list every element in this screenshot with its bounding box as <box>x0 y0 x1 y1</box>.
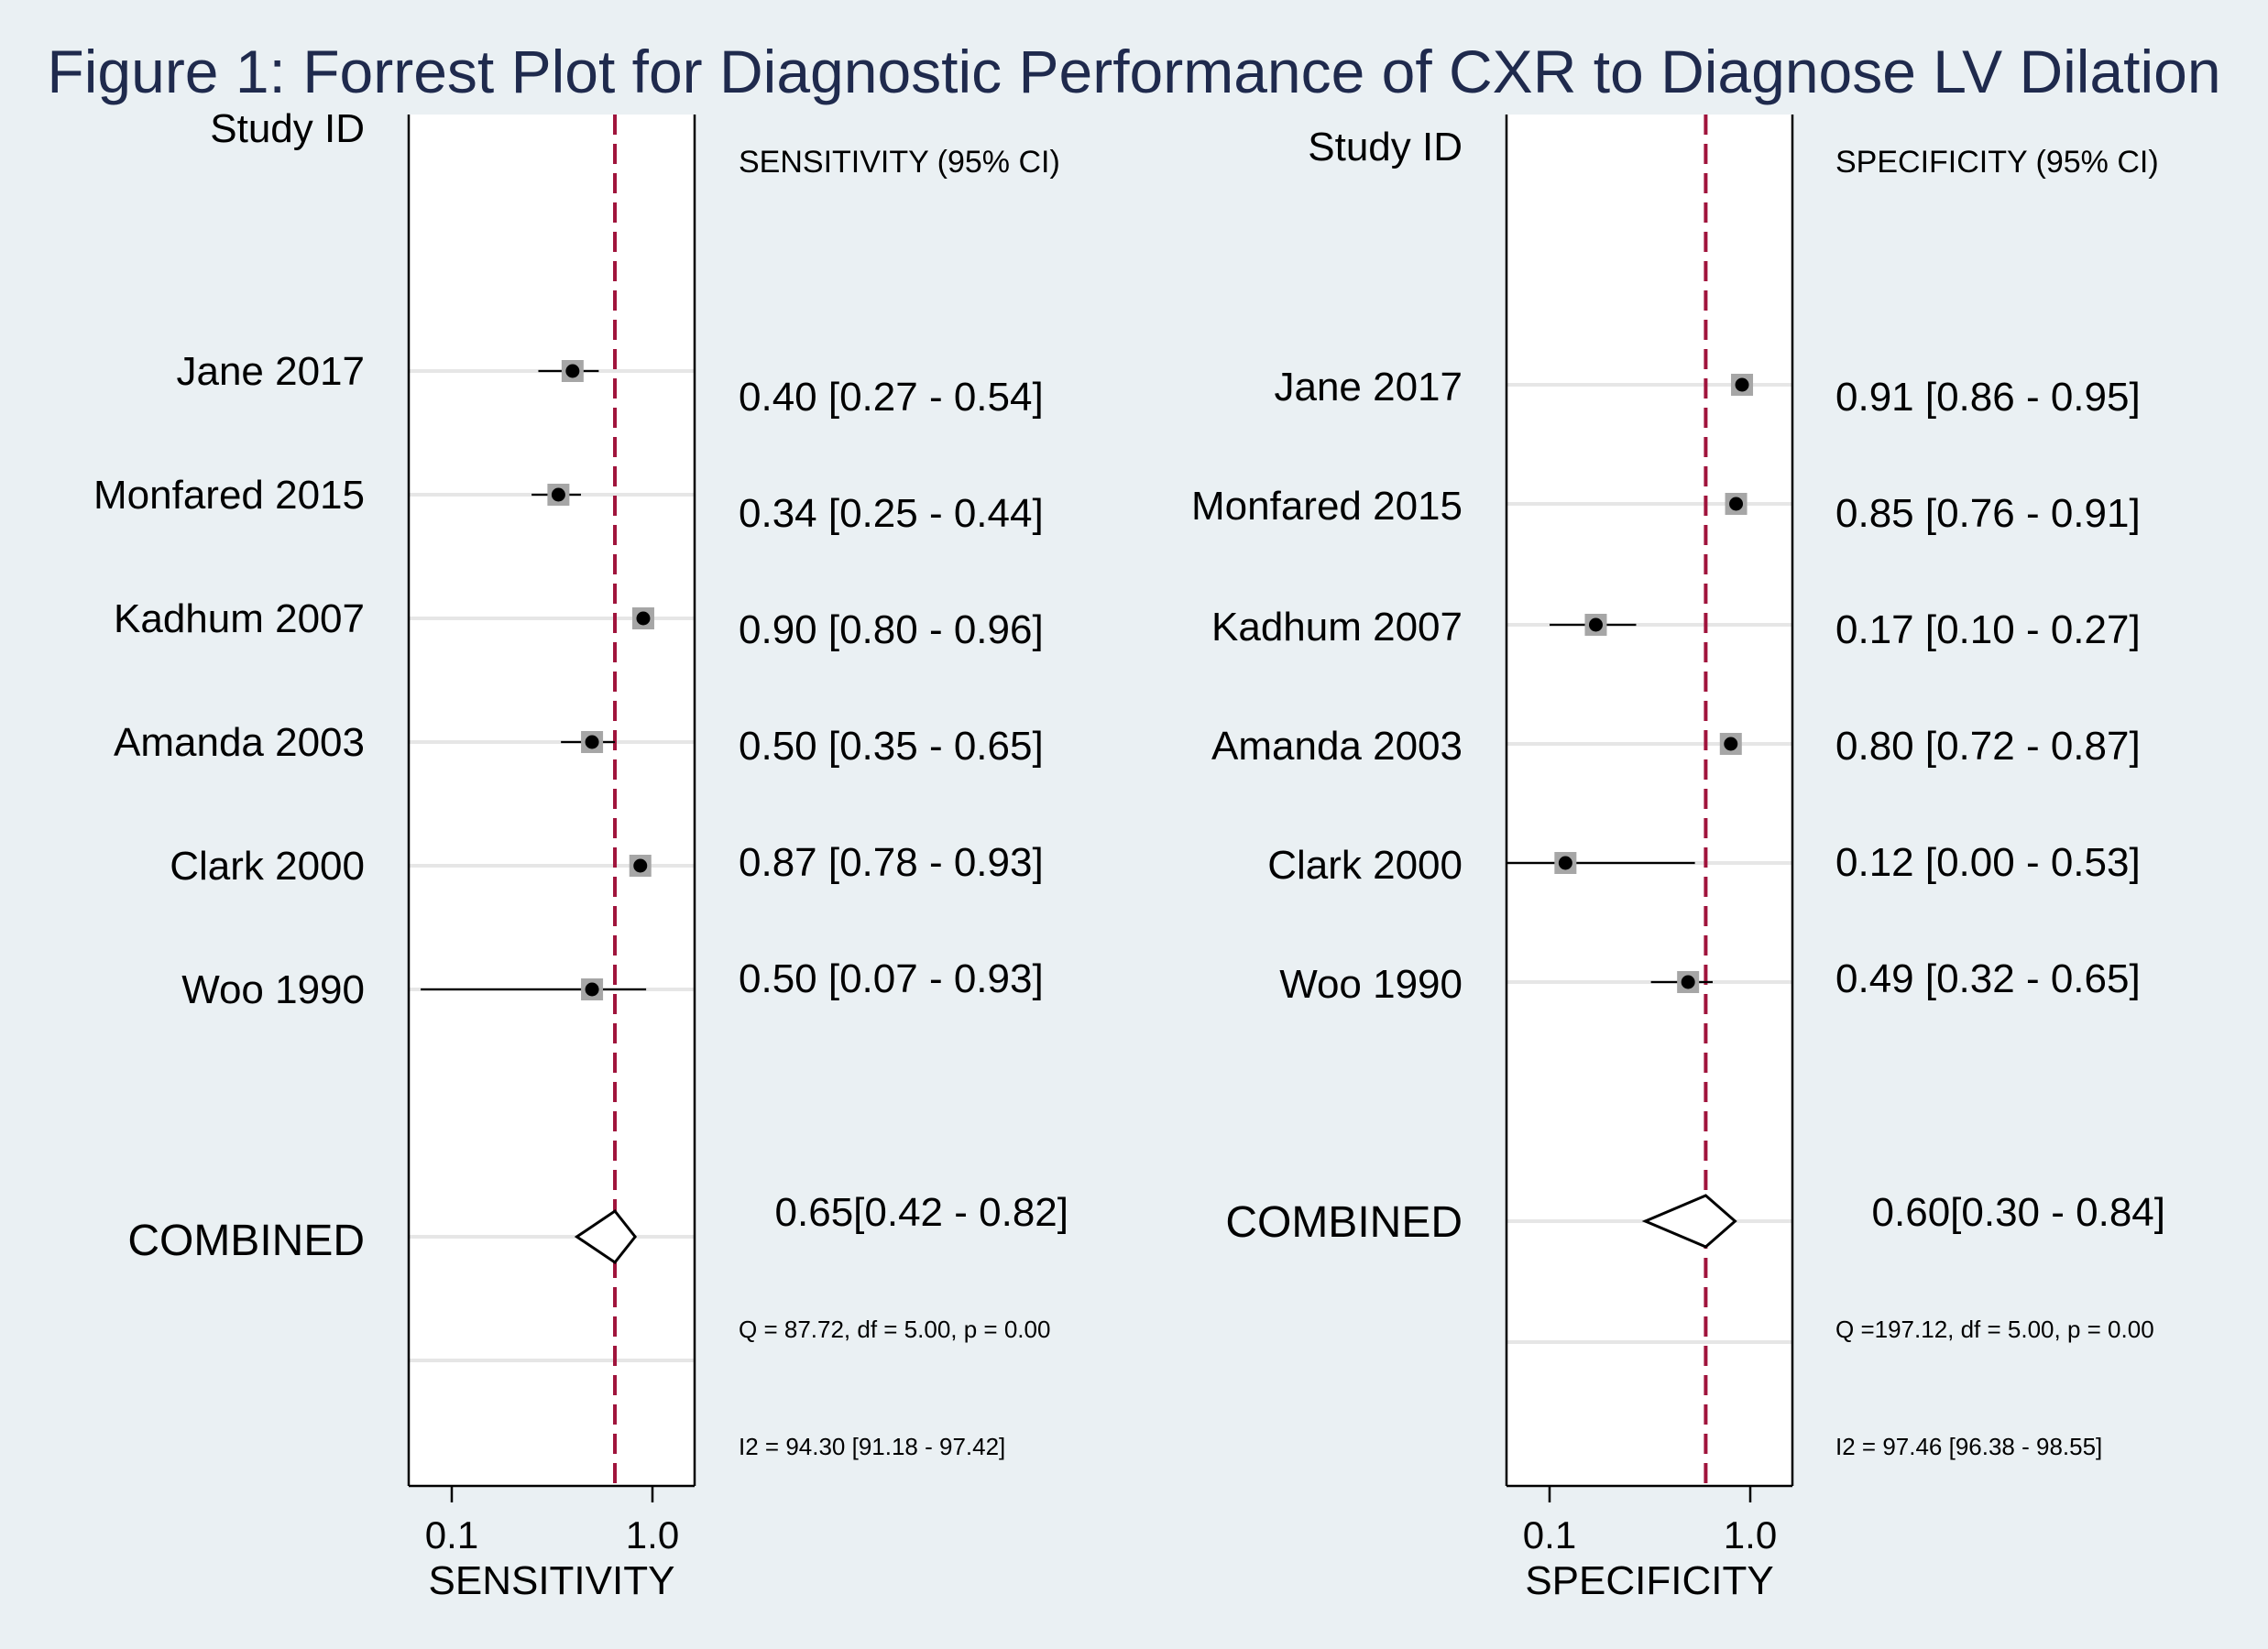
spec-study-estimate-label: 0.12 [0.00 - 0.53] <box>1835 840 2141 885</box>
sens-plot-area <box>409 115 695 1486</box>
spec-study-id: Woo 1990 <box>1279 962 1463 1007</box>
sens-study-estimate-label: 0.90 [0.80 - 0.96] <box>739 607 1044 652</box>
spec-study-estimate-label: 0.85 [0.76 - 0.91] <box>1835 491 2141 536</box>
chart-title: Figure 1: Forrest Plot for Diagnostic Pe… <box>47 38 2221 105</box>
sens-study-id: Woo 1990 <box>181 967 365 1012</box>
spec-point-estimate <box>1735 377 1749 392</box>
spec-heterogeneity-i2: I2 = 97.46 [96.38 - 98.55] <box>1835 1433 2102 1460</box>
spec-study-estimate-label: 0.91 [0.86 - 0.95] <box>1835 375 2141 420</box>
sens-study-id-header: Study ID <box>210 106 365 151</box>
sens-combined-id: COMBINED <box>127 1217 365 1265</box>
sens-study-id: Kadhum 2007 <box>114 596 365 641</box>
spec-combined-diamond <box>1641 1194 1737 1249</box>
sens-point-estimate <box>633 858 648 873</box>
sens-study-id: Jane 2017 <box>176 349 365 394</box>
sens-combined-diamond <box>574 1208 638 1265</box>
spec-study-estimate-label: 0.49 [0.32 - 0.65] <box>1835 956 2141 1001</box>
spec-study-id: Kadhum 2007 <box>1211 605 1463 650</box>
sens-study-estimate-label: 0.50 [0.07 - 0.93] <box>739 956 1044 1001</box>
sens-point-estimate <box>585 982 599 997</box>
sens-combined-estimate-label: 0.65[0.42 - 0.82] <box>775 1190 1068 1235</box>
spec-point-estimate <box>1588 617 1603 632</box>
spec-study-id: Clark 2000 <box>1267 843 1463 888</box>
sens-study-estimate-label: 0.87 [0.78 - 0.93] <box>739 840 1044 885</box>
sens-study-id: Amanda 2003 <box>114 720 365 765</box>
sens-x-axis-label: SENSITIVITY <box>429 1558 675 1603</box>
sens-point-estimate <box>585 735 599 749</box>
spec-study-id: Jane 2017 <box>1274 365 1463 410</box>
sens-point-estimate <box>565 364 580 378</box>
spec-point-estimate <box>1729 497 1744 511</box>
spec-heterogeneity-q: Q =197.12, df = 5.00, p = 0.00 <box>1835 1316 2154 1343</box>
sens-point-estimate <box>551 487 565 502</box>
spec-study-estimate-label: 0.17 [0.10 - 0.27] <box>1835 607 2141 652</box>
spec-x-axis-label: SPECIFICITY <box>1525 1558 1773 1603</box>
spec-study-id: Monfared 2015 <box>1191 484 1463 529</box>
spec-estimate-header: SPECIFICITY (95% CI) <box>1835 145 2159 180</box>
sens-tick-label: 1.0 <box>626 1513 679 1556</box>
spec-point-estimate <box>1681 975 1695 989</box>
sens-study-estimate-label: 0.34 [0.25 - 0.44] <box>739 491 1044 536</box>
sens-study-estimate-label: 0.40 [0.27 - 0.54] <box>739 375 1044 420</box>
spec-combined-estimate-label: 0.60[0.30 - 0.84] <box>1872 1190 2165 1235</box>
sens-study-estimate-label: 0.50 [0.35 - 0.65] <box>739 724 1044 769</box>
spec-tick-label: 0.1 <box>1523 1513 1576 1556</box>
spec-plot-area <box>1507 115 1792 1486</box>
sens-tick-label: 0.1 <box>425 1513 478 1556</box>
sens-point-estimate <box>636 611 651 626</box>
spec-study-estimate-label: 0.80 [0.72 - 0.87] <box>1835 724 2141 769</box>
spec-combined-id: COMBINED <box>1225 1198 1463 1247</box>
sens-estimate-header: SENSITIVITY (95% CI) <box>739 145 1060 180</box>
spec-study-id-header: Study ID <box>1308 125 1463 169</box>
spec-study-id: Amanda 2003 <box>1211 724 1463 769</box>
spec-tick-label: 1.0 <box>1724 1513 1777 1556</box>
sens-study-id: Clark 2000 <box>170 844 365 889</box>
sens-heterogeneity-i2: I2 = 94.30 [91.18 - 97.42] <box>739 1433 1005 1460</box>
sens-heterogeneity-q: Q = 87.72, df = 5.00, p = 0.00 <box>739 1316 1050 1343</box>
sens-study-id: Monfared 2015 <box>93 473 365 518</box>
spec-point-estimate <box>1724 737 1738 751</box>
spec-point-estimate <box>1558 856 1572 870</box>
